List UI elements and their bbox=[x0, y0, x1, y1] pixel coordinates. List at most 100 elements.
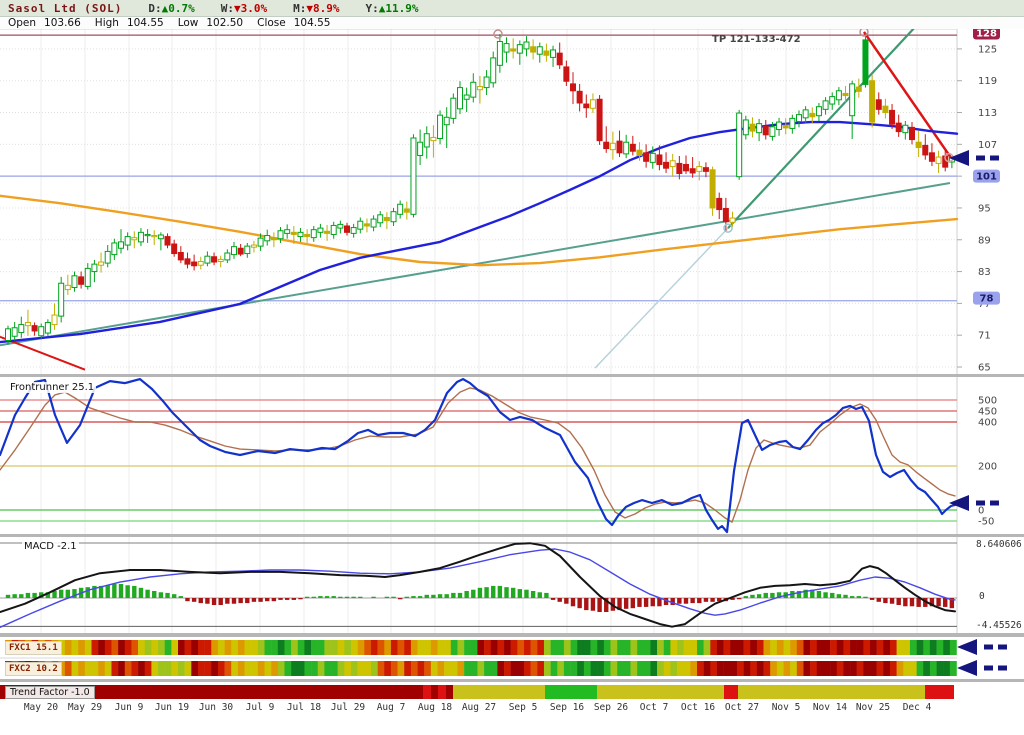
heat-cell bbox=[763, 640, 771, 655]
price-tick-label: 113 bbox=[978, 108, 997, 119]
heat-cell bbox=[637, 661, 645, 676]
heat-cell bbox=[563, 661, 571, 676]
heat-cell bbox=[64, 661, 72, 676]
macd-hist-bar bbox=[464, 590, 469, 598]
candle-body bbox=[795, 114, 802, 123]
heat-cell bbox=[311, 661, 318, 676]
heat-cell bbox=[856, 661, 864, 676]
macd-hist-bar bbox=[72, 589, 77, 598]
heat-cell bbox=[131, 640, 139, 655]
macd-hist-bar bbox=[770, 592, 775, 598]
macd-hist-bar bbox=[291, 598, 297, 600]
macd-hist-bar bbox=[584, 598, 589, 611]
candle-body bbox=[476, 86, 483, 91]
price-badge bbox=[973, 169, 1000, 183]
macd-hist-bar bbox=[58, 589, 64, 598]
heat-cell bbox=[783, 661, 791, 676]
macd-hist-bar bbox=[85, 587, 90, 598]
heat-cell bbox=[91, 661, 99, 676]
heat-cell bbox=[936, 640, 944, 655]
heat-cell bbox=[597, 661, 605, 676]
macd-hist-bar bbox=[245, 598, 250, 604]
trend-factor-segment bbox=[545, 685, 597, 699]
macd-hist-bar bbox=[816, 590, 822, 598]
heat-cell bbox=[697, 640, 704, 655]
date-tick-label: Jul 18 bbox=[287, 702, 322, 713]
heat-cell bbox=[197, 661, 205, 676]
heat-cell bbox=[377, 640, 385, 655]
heat-cell bbox=[257, 640, 265, 655]
stat-monthly-value: ▼8.9% bbox=[306, 1, 340, 15]
frontrunner-scale-label: -50 bbox=[978, 517, 994, 528]
heat-cell bbox=[397, 661, 405, 676]
heat-cell bbox=[796, 640, 804, 655]
trend-factor-segment bbox=[724, 685, 738, 699]
price-tick-label: 125 bbox=[978, 44, 997, 55]
macd-hist-bar bbox=[597, 598, 602, 613]
macd-hist-bar bbox=[544, 592, 549, 598]
heat-cell bbox=[643, 661, 651, 676]
chart-marker bbox=[723, 223, 733, 233]
macd-hist-bar bbox=[344, 596, 350, 598]
candle-body bbox=[211, 256, 218, 263]
stat-daily: D:▲0.7% bbox=[148, 2, 194, 15]
heat-cell bbox=[171, 661, 179, 676]
heat-cell bbox=[883, 640, 891, 655]
heat-cell bbox=[171, 640, 179, 655]
heat-cell bbox=[444, 640, 452, 655]
macd-histogram bbox=[5, 583, 955, 613]
candle-body bbox=[716, 197, 723, 211]
heat-cell bbox=[497, 661, 505, 676]
heat-cell bbox=[663, 661, 671, 676]
candle-body bbox=[689, 168, 696, 174]
candle-body bbox=[397, 203, 404, 215]
macd-hist-bar bbox=[231, 598, 237, 604]
heat-cell bbox=[524, 661, 531, 676]
macd-signal-line bbox=[0, 548, 956, 628]
macd-hist-bar bbox=[304, 596, 310, 598]
heat-cell bbox=[856, 640, 864, 655]
heat-cell bbox=[377, 661, 385, 676]
heat-cell bbox=[98, 661, 106, 676]
macd-hist-bar bbox=[358, 596, 363, 598]
heat-cell bbox=[490, 640, 498, 655]
candle-body bbox=[310, 229, 317, 239]
candle-body bbox=[24, 321, 31, 327]
heat-cell bbox=[357, 640, 365, 655]
heat-cell bbox=[344, 640, 352, 655]
heat-cell bbox=[464, 640, 472, 655]
candle-body bbox=[244, 245, 251, 255]
heat-cell bbox=[264, 640, 272, 655]
heat-cell bbox=[397, 640, 405, 655]
macd-hist-bar bbox=[298, 598, 303, 600]
heat-cell bbox=[337, 640, 345, 655]
candle-body bbox=[317, 227, 324, 233]
price-tick-label: 65 bbox=[978, 363, 991, 374]
heat-cell bbox=[816, 661, 824, 676]
candle-body bbox=[443, 116, 450, 126]
heat-cell bbox=[810, 661, 818, 676]
heat-cell bbox=[124, 661, 132, 676]
panel-separator bbox=[0, 633, 1024, 637]
stat-yearly-label: Y: bbox=[365, 1, 379, 15]
candle-body bbox=[869, 80, 876, 123]
price-badge-label: 78 bbox=[980, 294, 994, 305]
candle-body bbox=[722, 207, 729, 223]
candle-body bbox=[676, 162, 683, 174]
macd-hist-bar bbox=[484, 587, 489, 598]
heat-cell bbox=[91, 640, 99, 655]
candle-body bbox=[18, 324, 25, 334]
candle-body bbox=[742, 119, 749, 136]
heat-cell bbox=[909, 640, 917, 655]
macd-hist-bar bbox=[830, 592, 835, 598]
heat-cell bbox=[790, 661, 798, 676]
candle-body bbox=[776, 121, 783, 130]
heat-cell bbox=[211, 640, 219, 655]
candle-body bbox=[31, 325, 38, 332]
heat-cell bbox=[311, 640, 318, 655]
date-tick-label: May 20 bbox=[24, 702, 59, 713]
candle-body bbox=[709, 169, 716, 209]
heat-cell bbox=[916, 640, 924, 655]
steep-trendline-extension bbox=[594, 227, 729, 369]
price-badge-label: 128 bbox=[976, 28, 997, 39]
